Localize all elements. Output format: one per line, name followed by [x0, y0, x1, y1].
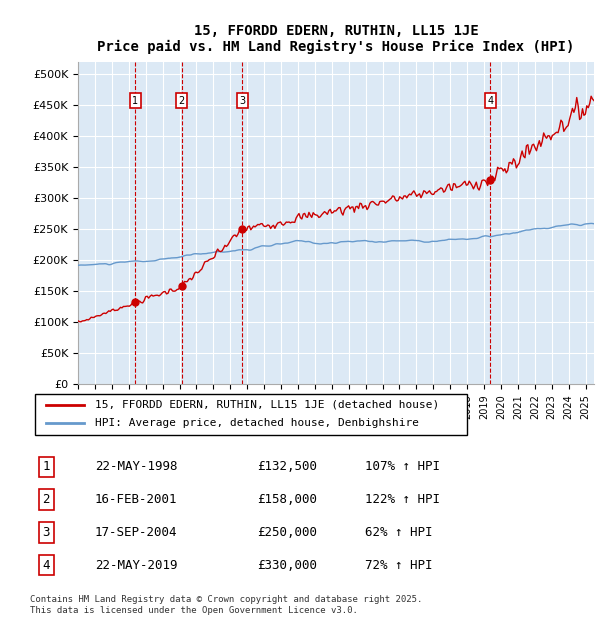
Text: 107% ↑ HPI: 107% ↑ HPI: [365, 461, 440, 474]
Text: 22-MAY-2019: 22-MAY-2019: [95, 559, 178, 572]
Text: 122% ↑ HPI: 122% ↑ HPI: [365, 494, 440, 506]
Text: £330,000: £330,000: [257, 559, 317, 572]
Text: Contains HM Land Registry data © Crown copyright and database right 2025.
This d: Contains HM Land Registry data © Crown c…: [30, 595, 422, 614]
Text: 15, FFORDD EDERN, RUTHIN, LL15 1JE (detached house): 15, FFORDD EDERN, RUTHIN, LL15 1JE (deta…: [95, 399, 439, 410]
Text: 4: 4: [487, 95, 494, 105]
Title: 15, FFORDD EDERN, RUTHIN, LL15 1JE
Price paid vs. HM Land Registry's House Price: 15, FFORDD EDERN, RUTHIN, LL15 1JE Price…: [97, 24, 575, 54]
Text: 3: 3: [43, 526, 50, 539]
Text: 22-MAY-1998: 22-MAY-1998: [95, 461, 178, 474]
Text: 1: 1: [132, 95, 138, 105]
Text: £132,500: £132,500: [257, 461, 317, 474]
Text: 3: 3: [239, 95, 245, 105]
Text: HPI: Average price, detached house, Denbighshire: HPI: Average price, detached house, Denb…: [95, 418, 419, 428]
Text: 2: 2: [178, 95, 185, 105]
Text: £250,000: £250,000: [257, 526, 317, 539]
Text: 2: 2: [43, 494, 50, 506]
Text: £158,000: £158,000: [257, 494, 317, 506]
Text: 17-SEP-2004: 17-SEP-2004: [95, 526, 178, 539]
Text: 16-FEB-2001: 16-FEB-2001: [95, 494, 178, 506]
Text: 62% ↑ HPI: 62% ↑ HPI: [365, 526, 432, 539]
Text: 1: 1: [43, 461, 50, 474]
FancyBboxPatch shape: [35, 394, 467, 435]
Text: 4: 4: [43, 559, 50, 572]
Text: 72% ↑ HPI: 72% ↑ HPI: [365, 559, 432, 572]
